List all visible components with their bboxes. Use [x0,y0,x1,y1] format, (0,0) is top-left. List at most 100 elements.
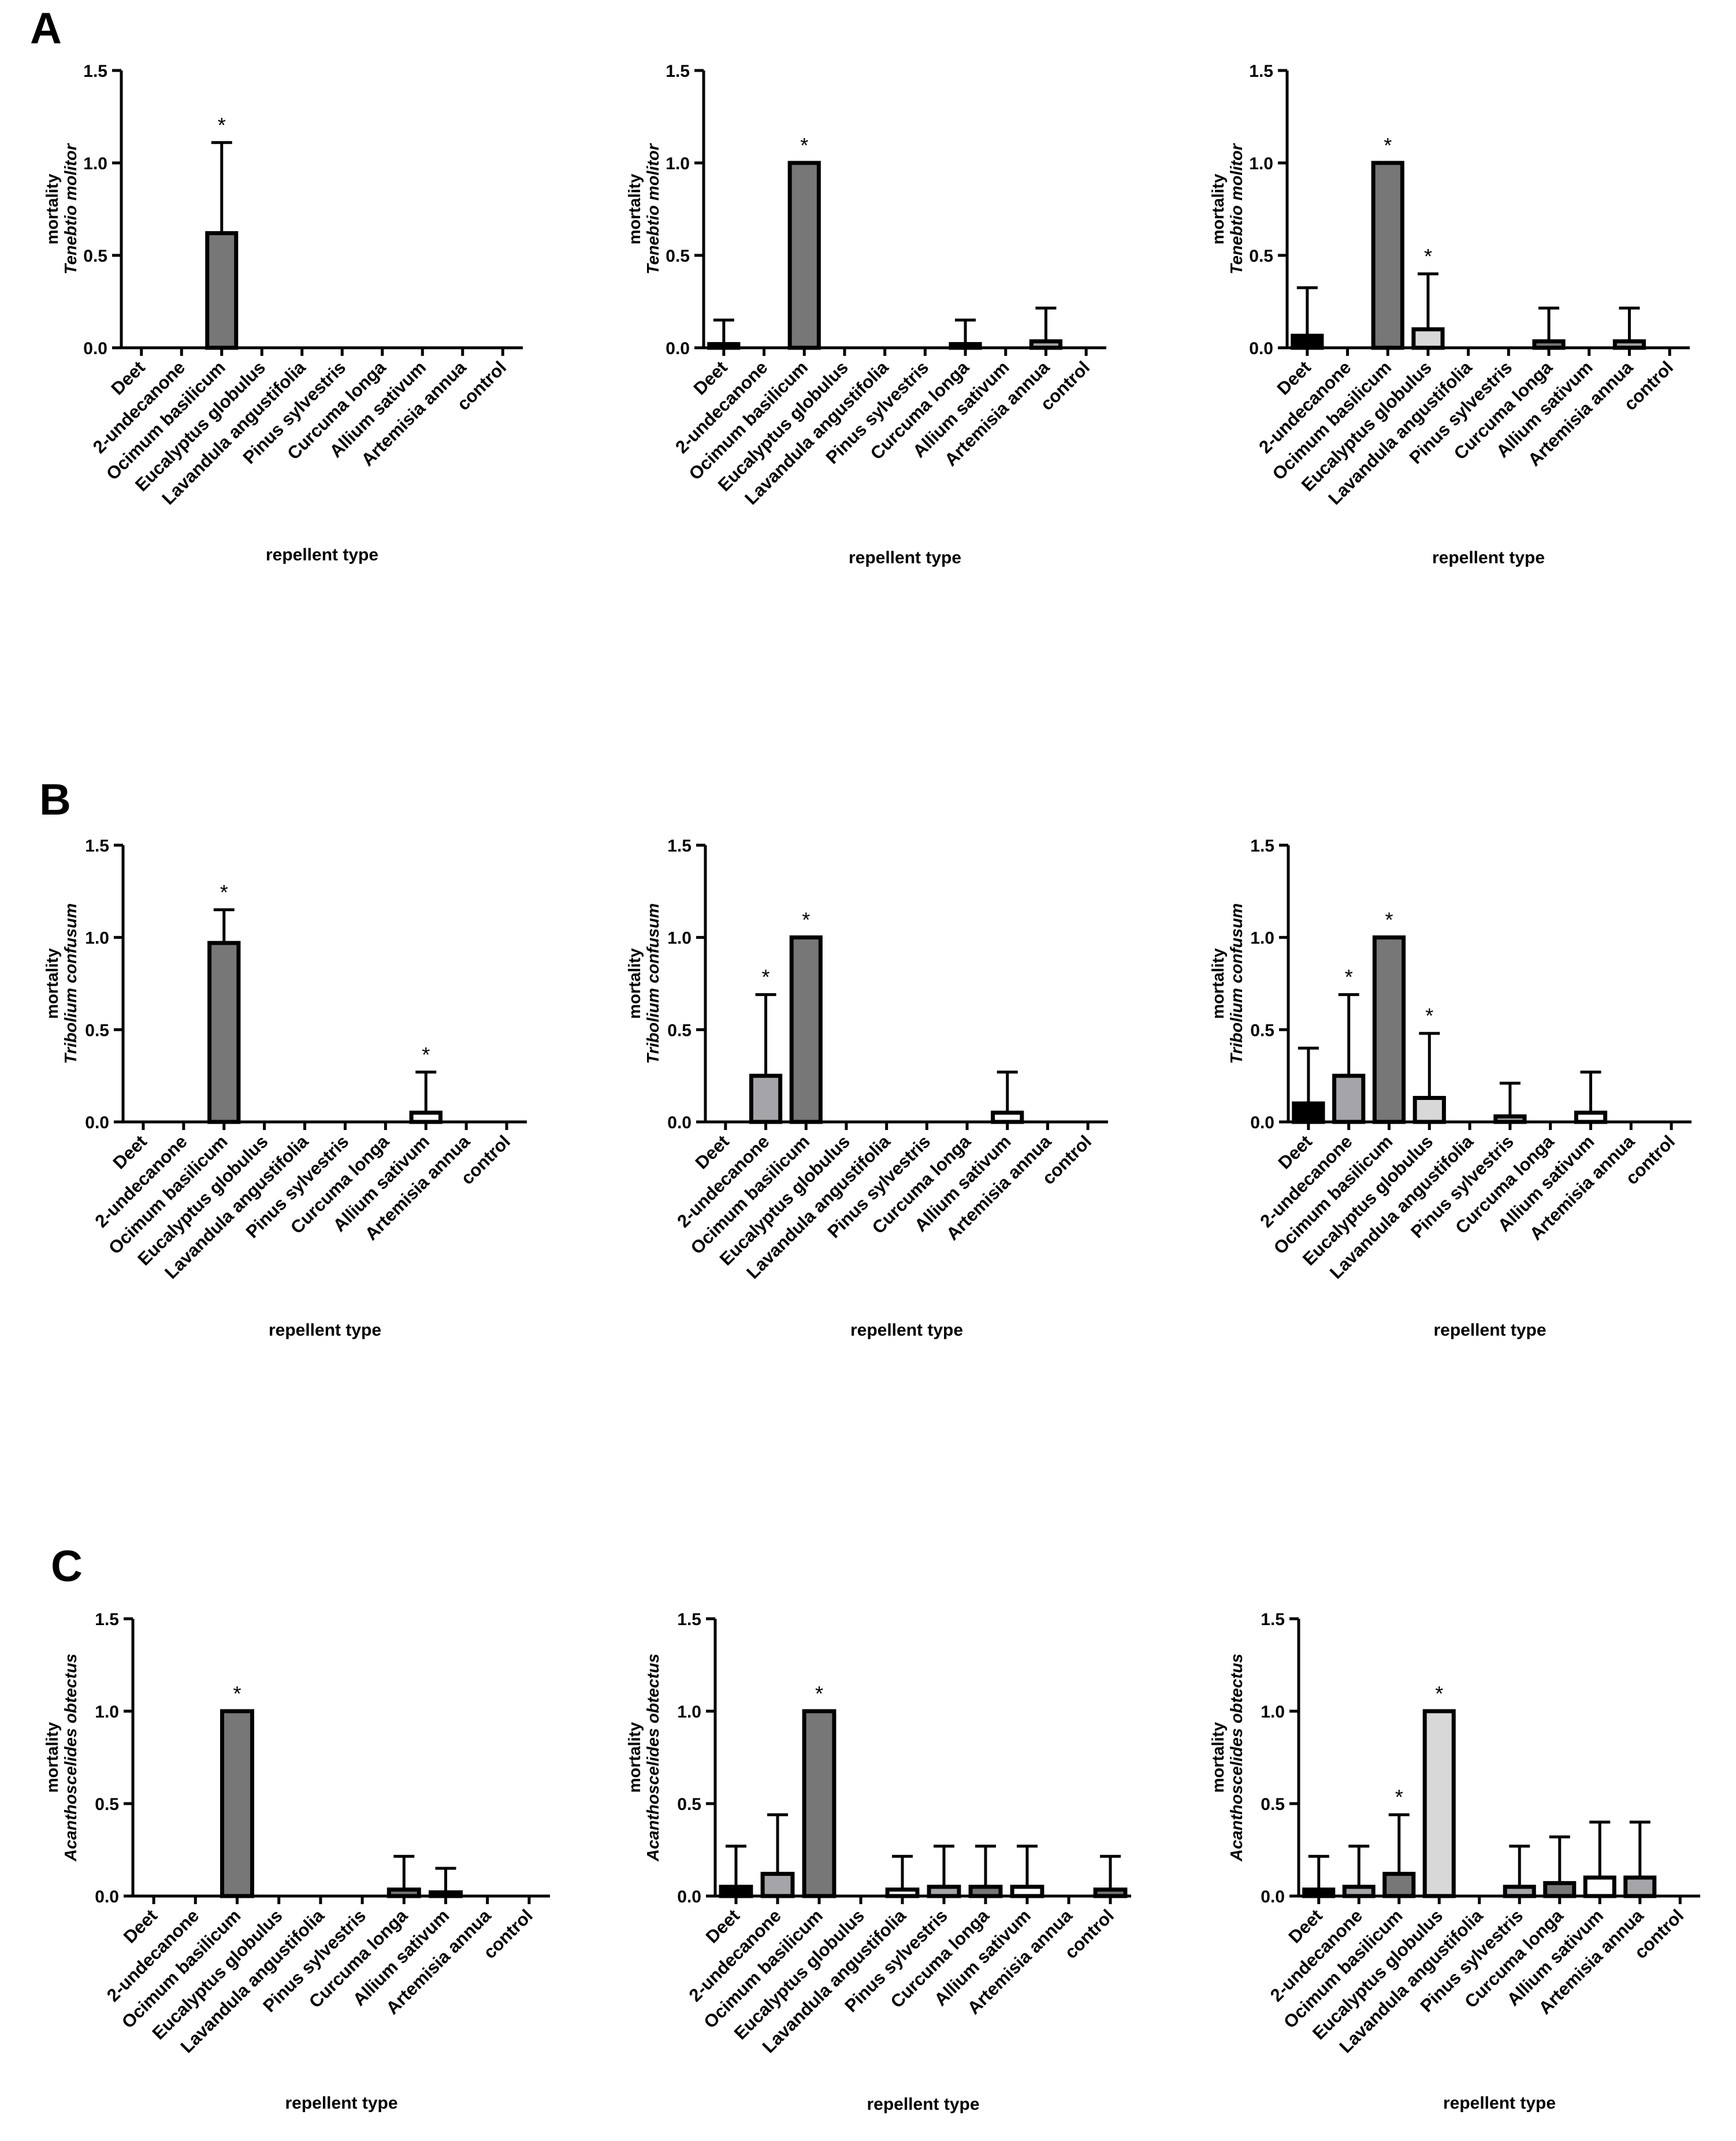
y-tick-label: 1.5 [95,1610,119,1629]
x-axis-label: repellent type [850,1321,963,1340]
y-axis-label: mortality [626,1722,644,1793]
y-tick-label: 0.0 [85,1113,109,1132]
significance-star: * [800,133,808,157]
y-axis-label: mortality [626,948,644,1019]
bar-2-undecanone [1332,1073,1366,1124]
y-tick-label: 1.5 [1249,62,1273,81]
y-axis-label: mortality [1209,174,1228,244]
bar-ocimum-basilicum [207,941,241,1124]
panel-letter-c: C [51,1542,83,1591]
bar-eucalyptus-globulus [1422,1709,1456,1898]
significance-star: * [1424,244,1432,268]
y-tick-label: 0.0 [1249,339,1273,358]
y-tick-label: 1.0 [1249,154,1273,173]
bar-control [1093,1887,1128,1898]
y-axis-species-label: Tribolium confusum [62,903,80,1064]
y-tick-label: 0.0 [677,1887,701,1906]
y-axis-species-label: Acanthoscelides obtectus [62,1653,80,1861]
y-tick-label: 0.5 [677,1795,701,1814]
y-tick-label: 0.5 [95,1795,119,1814]
bar-allium-sativum [1010,1884,1044,1898]
y-tick-label: 0.5 [666,247,690,266]
y-axis-species-label: Tribolium confusum [1228,903,1246,1064]
panel-letter-b: B [39,775,71,824]
chart-c-3: 0.0 0.5 1.0 1.5 mortality Acanthoscelides obt… [1209,1610,1700,2113]
chart-b-1: 0.0 0.5 1.0 1.5 mortality Tribolium confusum r… [43,837,527,1340]
bar-curcuma-longa [1532,339,1566,350]
y-tick-label: 1.0 [85,929,109,948]
bar-lavandula-angustifolia [885,1887,920,1898]
y-tick-label: 0.0 [83,339,107,358]
y-tick-label: 0.0 [1250,1113,1274,1132]
x-axis-label: repellent type [1432,548,1545,567]
chart-b-3: 0.0 0.5 1.0 1.5 mortality Tribolium confusum r… [1209,837,1692,1340]
y-tick-label: 0.0 [666,339,690,358]
significance-star: * [1345,965,1353,989]
bar-artemisia-annua [1623,1875,1657,1898]
bar-ocimum-basilicum [1382,1872,1416,1898]
y-tick-label: 1.5 [1250,837,1274,856]
bar-deet [1291,333,1324,350]
significance-star: * [762,965,770,989]
chart-c-2: 0.0 0.5 1.0 1.5 mortality Acanthoscelides obt… [626,1610,1131,2114]
y-axis-label: mortality [43,948,62,1019]
significance-star: * [1435,1682,1443,1705]
x-axis-label: repellent type [867,2095,979,2114]
bar-deet [1292,1101,1325,1124]
significance-star: * [1395,1785,1403,1809]
bar-ocimum-basilicum [205,231,239,350]
bar-allium-sativum [1574,1110,1608,1124]
bar-ocimum-basilicum [1372,935,1406,1124]
x-axis-label: repellent type [266,545,378,564]
significance-star: * [1425,1004,1433,1028]
y-axis-species-label: Tenebtio molitor [1228,143,1246,274]
y-tick-label: 1.5 [85,837,109,856]
y-tick-label: 0.0 [667,1113,692,1132]
bar-eucalyptus-globulus [1412,1095,1446,1124]
y-tick-label: 1.0 [667,929,692,948]
y-tick-label: 1.5 [667,837,692,856]
x-axis-label: repellent type [849,548,961,567]
y-tick-label: 0.5 [1250,1021,1274,1040]
y-tick-label: 1.5 [1261,1610,1285,1629]
bar-allium-sativum [991,1110,1024,1124]
chart-b-2: 0.0 0.5 1.0 1.5 mortality Tribolium confusum r… [626,837,1108,1340]
bar-eucalyptus-globulus [1411,327,1445,350]
chart-c-1: 0.0 0.5 1.0 1.5 mortality Acanthoscelides obt… [43,1610,550,2113]
chart-a-3: 0.0 0.5 1.0 1.5 mortality Tenebtio molitor rep… [1209,62,1690,567]
y-axis-species-label: Tenebtio molitor [62,143,80,274]
y-axis-label: mortality [1209,948,1228,1019]
y-tick-label: 1.5 [83,62,107,81]
bar-curcuma-longa [386,1887,421,1898]
y-tick-label: 0.0 [95,1887,119,1906]
bar-curcuma-longa [1543,1881,1577,1898]
y-tick-label: 1.0 [677,1703,701,1722]
y-axis-label: mortality [43,1722,62,1793]
y-axis-species-label: Acanthoscelides obtectus [1228,1653,1246,1861]
significance-star: * [802,908,810,932]
y-axis-species-label: Tribolium confusum [644,903,663,1064]
y-axis-species-label: Tenebtio molitor [644,143,663,274]
significance-star: * [815,1682,823,1705]
y-tick-label: 1.0 [1250,929,1274,948]
y-tick-label: 1.0 [95,1703,119,1722]
significance-star: * [220,880,228,904]
y-axis-species-label: Acanthoscelides obtectus [644,1653,663,1861]
y-tick-label: 0.5 [83,247,107,266]
chart-a-2: 0.0 0.5 1.0 1.5 mortality Tenebtio molitor rep… [626,62,1106,567]
y-tick-label: 1.5 [666,62,690,81]
bar-ocimum-basilicum [789,935,823,1124]
bar-ocimum-basilicum [1371,161,1404,350]
chart-a-1: 0.0 0.5 1.0 1.5 mortality Tenebtio molitor rep… [43,62,523,564]
bar-allium-sativum [429,1890,463,1898]
x-axis-label: repellent type [1443,2094,1556,2113]
y-axis-label: mortality [1209,1722,1228,1793]
significance-star: * [422,1043,430,1066]
bar-pinus-sylvestris [1493,1114,1527,1124]
y-tick-label: 0.0 [1261,1887,1285,1906]
y-axis-label: mortality [626,174,644,244]
bar-2-undecanone [760,1872,795,1898]
significance-star: * [1385,908,1393,932]
